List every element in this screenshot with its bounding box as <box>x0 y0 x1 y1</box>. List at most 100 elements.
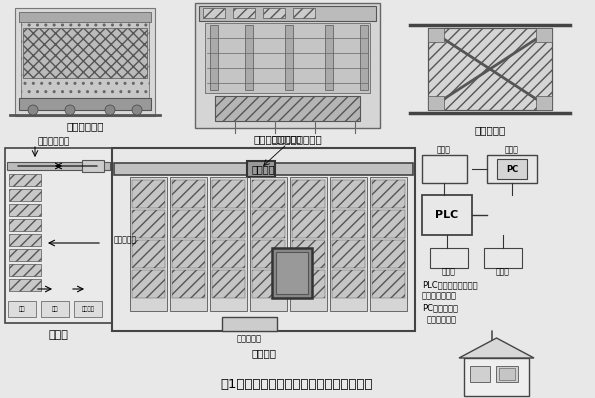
Text: 横移動装置: 横移動装置 <box>236 334 261 343</box>
Bar <box>422 195 472 235</box>
Text: 植えかも: 植えかも <box>82 306 95 312</box>
Bar <box>332 210 365 238</box>
Bar <box>9 189 41 201</box>
Bar <box>5 148 112 323</box>
Bar <box>252 180 285 208</box>
Bar <box>332 270 365 298</box>
Bar <box>172 210 205 238</box>
Bar <box>19 98 151 110</box>
Bar <box>372 240 405 268</box>
Bar <box>484 248 522 268</box>
Text: アクセス装置: アクセス装置 <box>66 121 104 131</box>
Bar <box>23 28 147 78</box>
Bar <box>499 368 515 380</box>
Bar <box>430 248 468 268</box>
Bar <box>276 252 308 294</box>
Bar <box>497 159 527 179</box>
Bar <box>172 270 205 298</box>
Bar <box>203 8 225 18</box>
Bar <box>212 270 245 298</box>
Bar <box>536 28 552 42</box>
Bar <box>332 240 365 268</box>
Bar <box>536 96 552 110</box>
Bar <box>245 25 253 90</box>
Bar <box>130 177 167 311</box>
Bar <box>470 366 490 382</box>
Text: 苗パレット搜送ロボット: 苗パレット搜送ロボット <box>253 134 322 144</box>
Bar <box>170 177 207 311</box>
Bar <box>372 180 405 208</box>
Bar <box>9 234 41 246</box>
Bar <box>252 270 285 298</box>
Text: アクセス装置: アクセス装置 <box>37 137 70 146</box>
Bar <box>7 162 110 170</box>
Text: 農園: 農園 <box>19 306 25 312</box>
Bar <box>41 301 69 317</box>
Bar <box>422 155 467 183</box>
Bar <box>428 28 552 110</box>
Bar <box>132 270 165 298</box>
Bar <box>370 177 407 311</box>
Text: 送信機: 送信機 <box>496 267 510 277</box>
Text: 搜送ロボット: 搜送ロボット <box>272 135 302 144</box>
Text: PLC：プログラマブル: PLC：プログラマブル <box>422 281 478 289</box>
Bar <box>9 264 41 276</box>
Circle shape <box>65 105 75 115</box>
Bar <box>428 96 444 110</box>
Bar <box>252 210 285 238</box>
Bar <box>428 28 552 110</box>
Text: 受信機: 受信機 <box>442 267 456 277</box>
Bar <box>292 270 325 298</box>
Circle shape <box>28 105 38 115</box>
Bar <box>9 174 41 186</box>
Bar <box>372 210 405 238</box>
Bar <box>9 204 41 216</box>
Text: 遠隔無線装置: 遠隔無線装置 <box>427 316 457 324</box>
Bar <box>132 180 165 208</box>
Bar <box>372 270 405 298</box>
Bar <box>82 160 104 172</box>
Bar <box>360 25 368 90</box>
Bar <box>292 240 325 268</box>
Bar <box>233 8 255 18</box>
Bar <box>428 28 444 42</box>
Bar <box>252 240 285 268</box>
Text: 受信機: 受信機 <box>505 146 519 154</box>
Bar <box>464 358 529 396</box>
Bar <box>496 366 518 382</box>
Bar <box>9 219 41 231</box>
Bar <box>210 25 218 90</box>
Text: PLC: PLC <box>436 210 459 220</box>
Bar <box>247 161 275 177</box>
Bar <box>215 96 360 121</box>
Text: 給水: 給水 <box>52 306 58 312</box>
Bar <box>15 8 155 116</box>
Bar <box>292 180 325 208</box>
Bar <box>19 12 151 22</box>
Circle shape <box>132 105 142 115</box>
Text: 苗パレット: 苗パレット <box>114 236 137 244</box>
Text: 走行軌道: 走行軌道 <box>252 164 275 174</box>
Bar <box>132 240 165 268</box>
Bar <box>250 177 287 311</box>
Bar <box>293 8 315 18</box>
Bar <box>172 180 205 208</box>
Bar <box>212 210 245 238</box>
Text: 填移動装置: 填移動装置 <box>474 125 506 135</box>
Text: 作業場: 作業場 <box>49 330 68 340</box>
Text: 送信機: 送信機 <box>437 146 451 154</box>
Bar <box>272 248 312 298</box>
Text: 図1　苗自動搜送ロボットシステムの構成: 図1 苗自動搜送ロボットシステムの構成 <box>221 378 373 392</box>
Bar <box>114 163 413 175</box>
Text: 栽培施設: 栽培施設 <box>251 348 276 358</box>
Bar <box>285 25 293 90</box>
Bar <box>112 148 415 331</box>
Bar <box>9 249 41 261</box>
Bar <box>292 210 325 238</box>
Circle shape <box>105 105 115 115</box>
Bar <box>210 177 247 311</box>
Bar <box>199 6 376 21</box>
Polygon shape <box>459 338 534 358</box>
Bar <box>212 180 245 208</box>
Bar <box>195 3 380 128</box>
